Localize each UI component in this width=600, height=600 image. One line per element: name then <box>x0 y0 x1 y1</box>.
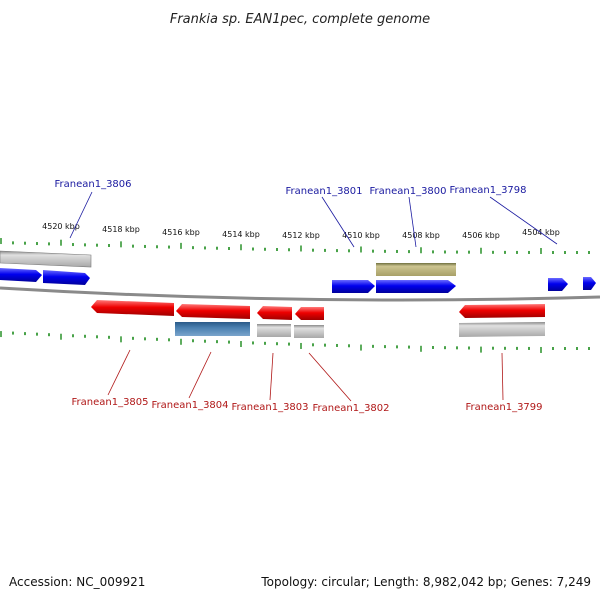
label-franean1-3805[interactable]: Franean1_3805 <box>71 397 148 408</box>
scale-label-4510: 4510 kbp <box>342 231 380 240</box>
scale-label-4506: 4506 kbp <box>462 231 500 240</box>
label-franean1-3803[interactable]: Franean1_3803 <box>231 402 308 413</box>
callout-line-3806 <box>69 191 93 239</box>
gene-franean1-3804[interactable] <box>176 304 250 319</box>
scale-ticks-bottom <box>0 331 590 353</box>
callout-line-3799 <box>501 352 504 401</box>
pseudo-gene-lower-1[interactable] <box>257 324 291 337</box>
label-franean1-3804[interactable]: Franean1_3804 <box>151 400 228 411</box>
pseudo-gene-upper-left[interactable] <box>0 250 92 268</box>
label-franean1-3799[interactable]: Franean1_3799 <box>465 402 542 413</box>
callout-line-3803 <box>269 352 274 401</box>
callout-line-3801 <box>321 196 355 248</box>
label-franean1-3801[interactable]: Franean1_3801 <box>285 186 362 197</box>
genome-summary-text: Topology: circular; Length: 8,982,042 bp… <box>260 575 591 589</box>
reverse-callouts <box>107 349 504 402</box>
callout-line-3800 <box>408 196 417 248</box>
gene-franean1-3798[interactable] <box>548 278 568 291</box>
label-franean1-3798[interactable]: Franean1_3798 <box>449 185 526 196</box>
label-franean1-3806[interactable]: Franean1_3806 <box>54 179 131 190</box>
gene-franean1-3802[interactable] <box>295 307 324 320</box>
misc-feature-steel[interactable] <box>175 322 250 336</box>
scale-label-4516: 4516 kbp <box>162 228 200 237</box>
scale-label-4508: 4508 kbp <box>402 231 440 240</box>
scale-ticks-top <box>0 238 590 254</box>
accession-text: Accession: NC_009921 <box>9 575 145 589</box>
gene-franean1-3803[interactable] <box>257 306 292 320</box>
gene-franean1-3801[interactable] <box>332 280 375 293</box>
scale-label-4520: 4520 kbp <box>42 222 80 231</box>
forward-gene-right-edge[interactable] <box>583 277 596 290</box>
rna-gene-olive[interactable] <box>376 263 456 276</box>
label-franean1-3802[interactable]: Franean1_3802 <box>312 403 389 414</box>
genome-backbone <box>0 286 600 302</box>
pseudo-gene-lower-3[interactable] <box>459 322 545 337</box>
diagram-title: Frankia sp. EAN1pec, complete genome <box>170 12 430 27</box>
pseudo-gene-lower-2[interactable] <box>294 325 324 338</box>
callout-line-3798 <box>489 196 558 245</box>
gene-franean1-3799[interactable] <box>459 304 545 318</box>
forward-gene-left-1[interactable] <box>0 268 42 282</box>
forward-callouts <box>69 191 558 248</box>
callout-line-3804 <box>188 351 212 399</box>
scale-label-4518: 4518 kbp <box>102 225 140 234</box>
scale-label-4512: 4512 kbp <box>282 231 320 240</box>
scale-label-4514: 4514 kbp <box>222 230 260 239</box>
label-franean1-3800[interactable]: Franean1_3800 <box>369 186 446 197</box>
gene-franean1-3806[interactable] <box>43 270 90 285</box>
callout-line-3802 <box>308 352 352 402</box>
gene-franean1-3800[interactable] <box>376 280 456 293</box>
gene-franean1-3805[interactable] <box>91 300 174 316</box>
callout-line-3805 <box>107 349 131 396</box>
